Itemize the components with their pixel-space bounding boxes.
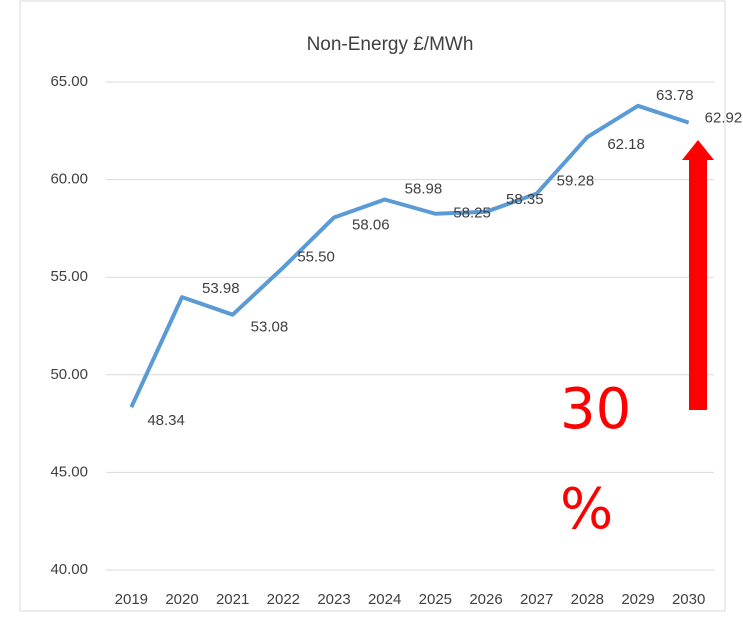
y-tick-label: 60.00 [50,171,88,188]
x-tick-label: 2022 [267,591,300,608]
x-tick-label: 2024 [368,591,401,608]
chart-title: Non-Energy £/MWh [307,34,474,55]
data-label: 53.98 [202,280,240,297]
y-tick-label: 65.00 [50,73,88,90]
data-label: 58.25 [453,205,491,222]
data-label: 53.08 [251,319,289,336]
x-tick-label: 2027 [520,591,553,608]
x-tick-label: 2026 [469,591,502,608]
arrow [682,140,714,410]
x-tick-label: 2021 [216,591,249,608]
annotation: 30 % [560,377,632,542]
data-label: 62.92 [705,110,743,127]
y-tick-label: 50.00 [50,366,88,383]
data-label: 58.06 [352,216,390,233]
x-tick-label: 2029 [621,591,654,608]
y-tick-label: 40.00 [50,561,88,578]
y-tick-label: 55.00 [50,268,88,285]
x-tick-label: 2020 [165,591,198,608]
data-label: 63.78 [656,87,694,104]
x-tick-label: 2025 [419,591,452,608]
x-tick-label: 2019 [115,591,148,608]
x-tick-label: 2023 [317,591,350,608]
y-tick-label: 45.00 [50,463,88,480]
data-label: 58.98 [405,180,443,197]
data-label: 62.18 [607,136,645,153]
line [129,103,690,409]
data-label: 58.35 [506,191,544,208]
data-label: 48.34 [147,412,185,429]
x-tick-label: 2030 [672,591,705,608]
data-label: 55.50 [297,248,335,265]
x-tick-label: 2028 [571,591,604,608]
data-label: 59.28 [557,173,595,190]
chart-border [19,0,726,612]
